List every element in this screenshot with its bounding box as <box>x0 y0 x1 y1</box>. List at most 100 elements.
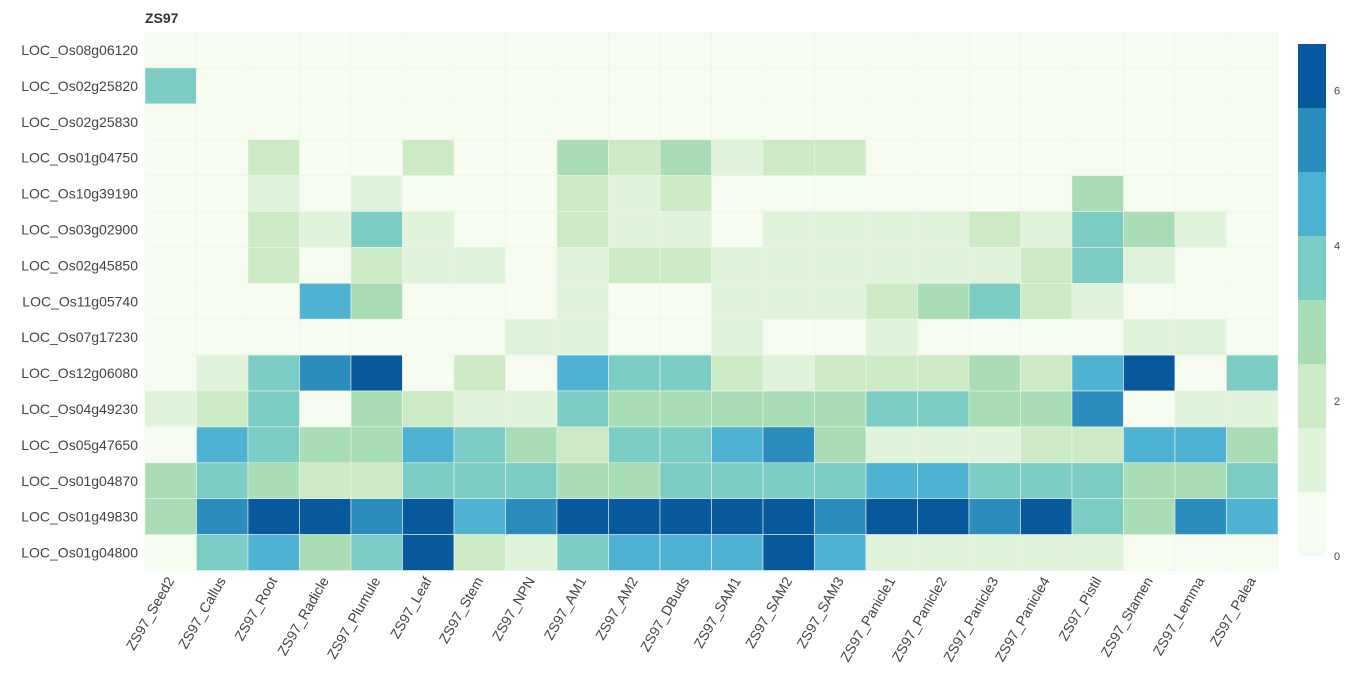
heatmap-cell[interactable] <box>350 103 403 141</box>
heatmap-cell[interactable] <box>968 462 1021 499</box>
heatmap-cell[interactable] <box>659 175 712 212</box>
heatmap-cell[interactable] <box>1123 354 1176 392</box>
heatmap-cell[interactable] <box>968 175 1021 212</box>
heatmap-cell[interactable] <box>1071 426 1124 464</box>
heatmap-cell[interactable] <box>350 67 403 105</box>
heatmap-cell[interactable] <box>299 390 352 428</box>
heatmap-cell[interactable] <box>1174 498 1227 535</box>
heatmap-cell[interactable] <box>659 211 712 248</box>
heatmap-cell[interactable] <box>350 282 403 320</box>
heatmap-cell[interactable] <box>299 318 352 356</box>
heatmap-cell[interactable] <box>247 462 300 499</box>
heatmap-cell[interactable] <box>711 31 764 69</box>
heatmap-cell[interactable] <box>1071 211 1124 248</box>
heatmap-cell[interactable] <box>505 247 558 284</box>
heatmap-cell[interactable] <box>350 175 403 212</box>
heatmap-cell[interactable] <box>350 318 403 356</box>
heatmap-cell[interactable] <box>453 103 506 141</box>
heatmap-cell[interactable] <box>505 67 558 105</box>
heatmap-cell[interactable] <box>608 390 661 428</box>
heatmap-cell[interactable] <box>1020 462 1073 499</box>
heatmap-cell[interactable] <box>608 247 661 284</box>
heatmap-cell[interactable] <box>299 247 352 284</box>
heatmap-cell[interactable] <box>1174 103 1227 141</box>
heatmap-cell[interactable] <box>247 534 300 571</box>
heatmap-cell[interactable] <box>1226 318 1279 356</box>
heatmap-cell[interactable] <box>608 318 661 356</box>
heatmap-cell[interactable] <box>608 175 661 212</box>
heatmap-cell[interactable] <box>1123 462 1176 499</box>
heatmap-cell[interactable] <box>453 462 506 499</box>
heatmap-cell[interactable] <box>1123 318 1176 356</box>
heatmap-cell[interactable] <box>196 211 249 248</box>
heatmap-cell[interactable] <box>1174 67 1227 105</box>
heatmap-cell[interactable] <box>556 318 609 356</box>
heatmap-cell[interactable] <box>711 67 764 105</box>
heatmap-cell[interactable] <box>299 426 352 464</box>
heatmap-cell[interactable] <box>350 498 403 535</box>
heatmap-cell[interactable] <box>556 139 609 176</box>
heatmap-cell[interactable] <box>1226 534 1279 571</box>
heatmap-cell[interactable] <box>453 282 506 320</box>
heatmap-cell[interactable] <box>299 211 352 248</box>
heatmap-cell[interactable] <box>814 31 867 69</box>
heatmap-cell[interactable] <box>247 31 300 69</box>
heatmap-cell[interactable] <box>1123 390 1176 428</box>
heatmap-cell[interactable] <box>1020 390 1073 428</box>
heatmap-cell[interactable] <box>865 67 918 105</box>
heatmap-cell[interactable] <box>1020 31 1073 69</box>
heatmap-cell[interactable] <box>453 498 506 535</box>
heatmap-cell[interactable] <box>1174 282 1227 320</box>
heatmap-cell[interactable] <box>350 247 403 284</box>
heatmap-cell[interactable] <box>1174 175 1227 212</box>
heatmap-cell[interactable] <box>968 498 1021 535</box>
heatmap-cell[interactable] <box>1020 498 1073 535</box>
heatmap-cell[interactable] <box>814 211 867 248</box>
heatmap-cell[interactable] <box>1123 175 1176 212</box>
heatmap-cell[interactable] <box>865 426 918 464</box>
heatmap-cell[interactable] <box>814 426 867 464</box>
heatmap-cell[interactable] <box>762 426 815 464</box>
heatmap-cell[interactable] <box>762 390 815 428</box>
heatmap-cell[interactable] <box>659 462 712 499</box>
heatmap-cell[interactable] <box>814 354 867 392</box>
heatmap-cell[interactable] <box>505 175 558 212</box>
heatmap-cell[interactable] <box>1226 354 1279 392</box>
heatmap-cell[interactable] <box>608 498 661 535</box>
heatmap-cell[interactable] <box>299 534 352 571</box>
heatmap-cell[interactable] <box>1174 534 1227 571</box>
heatmap-cell[interactable] <box>968 390 1021 428</box>
heatmap-cell[interactable] <box>917 31 970 69</box>
heatmap-cell[interactable] <box>402 462 455 499</box>
heatmap-cell[interactable] <box>968 318 1021 356</box>
heatmap-cell[interactable] <box>1174 462 1227 499</box>
heatmap-cell[interactable] <box>1071 139 1124 176</box>
heatmap-cell[interactable] <box>402 282 455 320</box>
heatmap-cell[interactable] <box>556 354 609 392</box>
heatmap-cell[interactable] <box>814 534 867 571</box>
heatmap-cell[interactable] <box>196 67 249 105</box>
heatmap-cell[interactable] <box>247 103 300 141</box>
heatmap-cell[interactable] <box>814 498 867 535</box>
heatmap-cell[interactable] <box>711 282 764 320</box>
heatmap-cell[interactable] <box>453 247 506 284</box>
heatmap-cell[interactable] <box>917 247 970 284</box>
heatmap-cell[interactable] <box>762 498 815 535</box>
heatmap-cell[interactable] <box>556 426 609 464</box>
heatmap-cell[interactable] <box>299 139 352 176</box>
heatmap-cell[interactable] <box>144 247 197 284</box>
heatmap-cell[interactable] <box>814 318 867 356</box>
heatmap-cell[interactable] <box>608 67 661 105</box>
heatmap-cell[interactable] <box>144 498 197 535</box>
heatmap-cell[interactable] <box>865 139 918 176</box>
heatmap-cell[interactable] <box>144 390 197 428</box>
heatmap-cell[interactable] <box>1226 390 1279 428</box>
heatmap-cell[interactable] <box>505 211 558 248</box>
heatmap-cell[interactable] <box>1226 462 1279 499</box>
heatmap-cell[interactable] <box>659 139 712 176</box>
heatmap-cell[interactable] <box>299 498 352 535</box>
heatmap-cell[interactable] <box>196 462 249 499</box>
heatmap-cell[interactable] <box>1226 247 1279 284</box>
heatmap-cell[interactable] <box>350 534 403 571</box>
heatmap-cell[interactable] <box>968 534 1021 571</box>
